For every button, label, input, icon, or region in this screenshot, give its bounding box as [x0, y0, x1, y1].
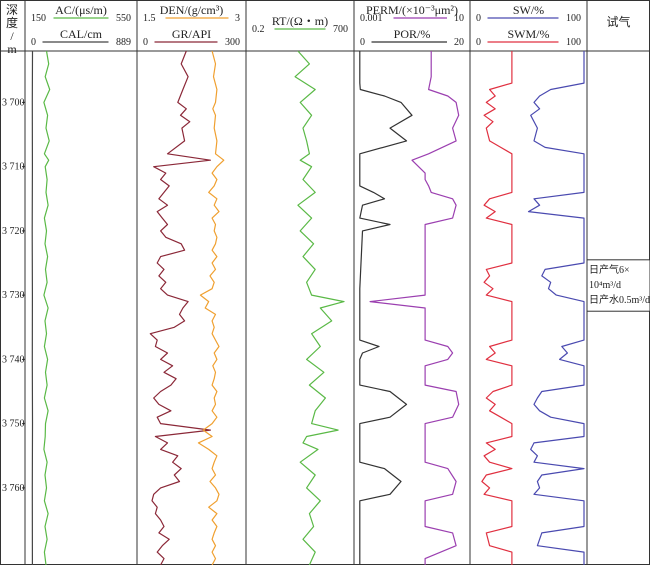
scale-title: DEN/(g/cm³) [160, 3, 224, 17]
scale-min-label: 0 [476, 13, 481, 24]
scale-title: SWM/% [508, 27, 550, 41]
scale-max-label: 300 [225, 37, 240, 48]
scale-max-label: 889 [116, 37, 131, 48]
scale-max-label: 100 [566, 13, 581, 24]
scale-min-label: 0 [476, 37, 481, 48]
curve-sw [527, 51, 585, 565]
scale-title: AC/(μs/m) [55, 3, 107, 17]
scale-max-label: 700 [333, 24, 348, 35]
depth-tick-label: 3 740 [2, 354, 25, 365]
scale-min-label: 0 [31, 37, 36, 48]
log-curves [31, 51, 585, 565]
depth-axis-label: 深度/m [6, 3, 18, 56]
curve-ac [43, 51, 51, 565]
curve-por [359, 51, 413, 565]
test-result-line: 日产气6× [589, 263, 630, 276]
scale-title: PERM/(×10⁻³μm²) [366, 3, 458, 17]
depth-tick-label: 3 730 [2, 290, 25, 301]
scale-por: 0 20 POR/% [360, 27, 464, 48]
test-column-header: 试气 [606, 14, 630, 29]
scale-title: POR/% [394, 27, 431, 41]
test-interval-box [586, 259, 650, 312]
test-result-line: 日产水0.5m³/d [589, 293, 650, 306]
scale-min-label: 1.5 [143, 13, 156, 24]
scale-swm: 0 100 SWM/% [476, 27, 581, 48]
test-column: 日产气6× 10⁴m³/d 日产水0.5m³/d [586, 259, 650, 312]
scale-max-label: 3 [235, 13, 240, 24]
scale-title: GR/API [172, 27, 211, 41]
scale-gr: 0 300 GR/API [143, 27, 240, 48]
curve-den [197, 51, 225, 565]
scale-min-label: 0.001 [360, 13, 383, 24]
scale-den: 1.5 3 DEN/(g/cm³) [143, 3, 240, 24]
curve-gr [149, 51, 211, 565]
scale-rt: 0.2 700 RT/(Ω・m) [252, 14, 348, 35]
scale-cal: 0 889 CAL/cm [31, 27, 131, 48]
depth-tick-label: 3 750 [2, 419, 25, 430]
scale-title: SW/% [513, 3, 544, 17]
scale-max-label: 550 [116, 13, 131, 24]
depth-axis: 3 700 3 710 3 720 3 730 3 740 3 750 3 760 [2, 97, 25, 494]
scale-title: RT/(Ω・m) [272, 14, 328, 28]
curve-perm [369, 51, 460, 565]
depth-tick-label: 3 710 [2, 162, 25, 173]
scale-min-label: 150 [31, 13, 46, 24]
scale-max-label: 100 [566, 37, 581, 48]
scale-min-label: 0 [143, 37, 148, 48]
track-headers: 深度/m 150 550 AC/(μs/m) 0 889 CAL/cm 1.5 3 DEN/(g/… [6, 3, 631, 56]
scale-max-label: 20 [454, 37, 464, 48]
depth-tick-label: 3 700 [2, 97, 25, 108]
depth-tick-label: 3 760 [2, 483, 25, 494]
scale-max-label: 10 [454, 13, 464, 24]
test-result-line: 10⁴m³/d [589, 280, 621, 291]
scale-min-label: 0 [360, 37, 365, 48]
scale-ac: 150 550 AC/(μs/m) [31, 3, 131, 24]
scale-sw: 0 100 SW/% [476, 3, 581, 24]
curve-rt [294, 51, 345, 565]
scale-min-label: 0.2 [252, 24, 265, 35]
scale-title: CAL/cm [60, 27, 103, 41]
curve-swm [481, 51, 513, 565]
depth-tick-label: 3 720 [2, 226, 25, 237]
